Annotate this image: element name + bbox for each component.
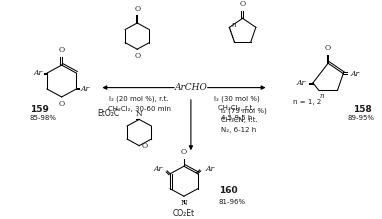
- Text: CH₂Cl₂, r.t.: CH₂Cl₂, r.t.: [219, 105, 255, 111]
- Text: 85-98%: 85-98%: [30, 115, 57, 122]
- Text: O: O: [181, 148, 187, 156]
- Text: CH₃CN, r.t.: CH₃CN, r.t.: [221, 117, 257, 123]
- Text: 160: 160: [219, 186, 237, 195]
- Text: CH₂Cl₂, 30-60 min: CH₂Cl₂, 30-60 min: [108, 106, 171, 112]
- Text: Ar: Ar: [297, 79, 306, 87]
- Text: O: O: [134, 5, 140, 13]
- Text: EtO₂C: EtO₂C: [97, 109, 119, 118]
- Text: N₂, 6-12 h: N₂, 6-12 h: [221, 127, 256, 133]
- Text: O: O: [134, 52, 140, 60]
- Text: 81-96%: 81-96%: [219, 199, 246, 205]
- Text: N: N: [181, 199, 187, 207]
- Text: I₂ (20 mol %), r.t.: I₂ (20 mol %), r.t.: [109, 95, 169, 102]
- Text: 159: 159: [30, 105, 49, 114]
- Text: n: n: [231, 21, 236, 30]
- Text: Ar: Ar: [34, 69, 43, 77]
- Text: I₂ (79 mol %): I₂ (79 mol %): [221, 108, 267, 114]
- Text: CO₂Et: CO₂Et: [173, 209, 195, 218]
- Text: Ar: Ar: [153, 165, 162, 173]
- Text: 89-95%: 89-95%: [348, 115, 375, 122]
- Text: O: O: [141, 142, 147, 150]
- Text: Ar: Ar: [80, 85, 89, 93]
- Text: Ar: Ar: [350, 70, 359, 78]
- Text: Ar: Ar: [206, 165, 215, 173]
- Text: O: O: [325, 44, 331, 52]
- Text: 4.5-9.5 h: 4.5-9.5 h: [221, 115, 253, 121]
- Text: O: O: [58, 100, 65, 108]
- Text: n = 1, 2: n = 1, 2: [293, 99, 322, 105]
- Text: n: n: [320, 92, 324, 100]
- Text: 158: 158: [353, 105, 372, 114]
- Text: O: O: [58, 46, 65, 54]
- Text: I₂ (30 mol %): I₂ (30 mol %): [214, 95, 259, 102]
- Text: O: O: [240, 0, 246, 8]
- Text: ArCHO: ArCHO: [175, 83, 207, 92]
- Text: N: N: [136, 110, 142, 118]
